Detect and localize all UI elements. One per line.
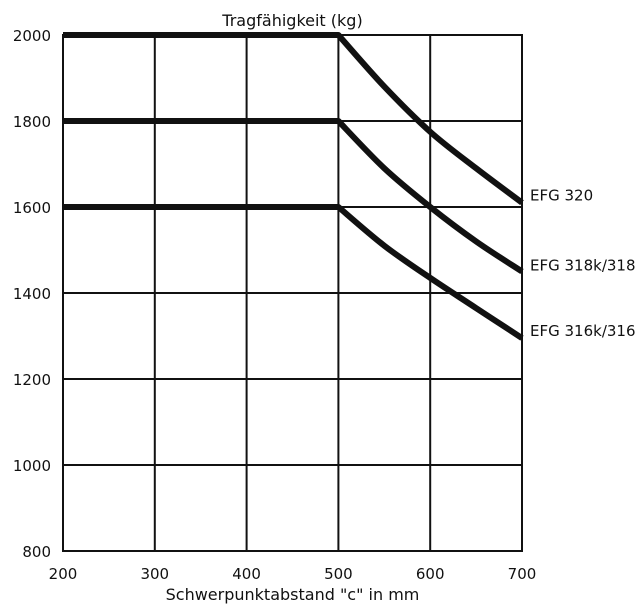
series-label-efg-318k-318: EFG 318k/318 <box>530 257 636 275</box>
x-tick-label-400: 400 <box>232 565 261 583</box>
y-tick-label-800: 800 <box>22 543 51 561</box>
y-tick-label-1600: 1600 <box>13 199 51 217</box>
series-line-efg-316k-316 <box>63 204 524 341</box>
series-line-efg-320 <box>63 32 524 206</box>
y-tick-label-1400: 1400 <box>13 285 51 303</box>
y-tick-label-1800: 1800 <box>13 113 51 131</box>
x-tick-label-700: 700 <box>508 565 537 583</box>
series-line-efg-318k-318 <box>63 118 524 275</box>
y-tick-label-2000: 2000 <box>13 27 51 45</box>
x-tick-label-200: 200 <box>49 565 78 583</box>
series-label-efg-320: EFG 320 <box>530 187 593 205</box>
chart-title: Tragfähigkeit (kg) <box>221 11 362 30</box>
x-tick-label-500: 500 <box>324 565 353 583</box>
y-tick-label-1200: 1200 <box>13 371 51 389</box>
tick-labels: 200 300 400 500 600 700 800 1000 1200 1400 1600 180… <box>13 27 537 583</box>
x-tick-label-300: 300 <box>140 565 169 583</box>
x-tick-label-600: 600 <box>416 565 445 583</box>
y-tick-label-1000: 1000 <box>13 457 51 475</box>
x-axis-title: Schwerpunktabstand "c" in mm <box>166 585 420 604</box>
series-label-efg-316k-316: EFG 316k/316 <box>530 322 636 340</box>
series-group: EFG 320 EFG 318k/318 EFG 316k/316 <box>63 32 636 341</box>
